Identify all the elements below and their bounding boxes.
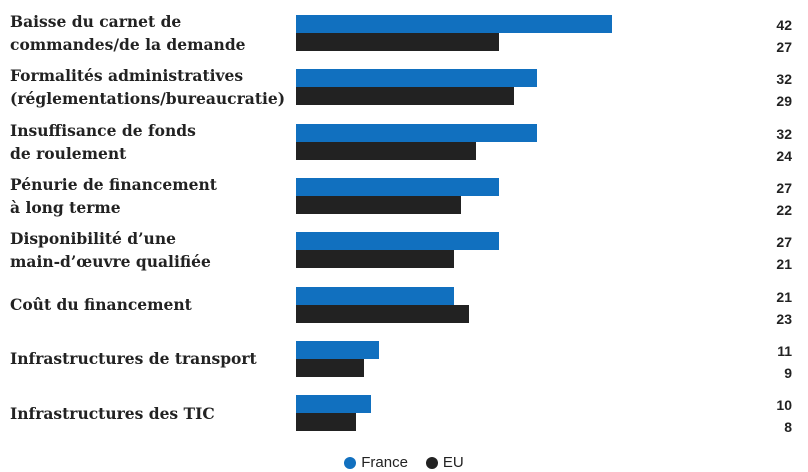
legend-label: EU: [442, 454, 464, 471]
bar: [296, 195, 462, 214]
legend-item: EU: [425, 454, 464, 471]
bar: [296, 123, 537, 142]
bar: [296, 232, 500, 251]
bar: [296, 358, 364, 377]
value-label: 27: [776, 234, 792, 251]
value-label: 22: [776, 201, 792, 218]
legend-item: France: [344, 454, 408, 471]
category-label: Disponibilité d’une main-d’œuvre qualifi…: [10, 229, 211, 272]
bar: [296, 69, 537, 88]
bar: [296, 87, 515, 106]
value-label: 32: [776, 71, 792, 88]
bar: [296, 141, 477, 160]
bar: [296, 395, 372, 414]
value-label: 11: [777, 342, 792, 359]
value-label: 10: [776, 397, 792, 414]
legend: France EU: [0, 454, 808, 471]
bar: [296, 286, 454, 305]
value-label: 29: [776, 93, 792, 110]
value-label: 42: [776, 17, 792, 33]
bar: [296, 250, 454, 269]
bar: [296, 413, 357, 432]
category-label: Infrastructures de transport: [10, 349, 257, 369]
category-label: Insuffisance de fonds de roulement: [10, 120, 196, 163]
value-label: 32: [776, 125, 792, 142]
value-label: 23: [776, 310, 792, 327]
value-label: 21: [776, 288, 792, 305]
bar: [296, 177, 500, 196]
value-label: 27: [776, 39, 792, 55]
value-label: 27: [776, 179, 792, 196]
bar: [296, 33, 500, 51]
value-label: 8: [784, 419, 792, 436]
category-label: Coût du financement: [10, 295, 192, 314]
value-label: 24: [776, 147, 792, 164]
bar: [296, 304, 469, 323]
category-label: Baisse du carnet de commandes/de la dema…: [10, 12, 246, 54]
value-label: 9: [784, 364, 792, 381]
category-label: Pénurie de financement à long terme: [10, 174, 217, 217]
value-label: 21: [776, 256, 792, 273]
bar: [296, 15, 612, 33]
category-label: Formalités administratives (réglementati…: [10, 66, 286, 109]
legend-swatch: [344, 456, 357, 469]
bar: [296, 340, 379, 359]
legend-swatch: [425, 456, 438, 469]
category-label: Infrastructures des TIC: [10, 403, 215, 423]
legend-label: France: [361, 454, 408, 471]
